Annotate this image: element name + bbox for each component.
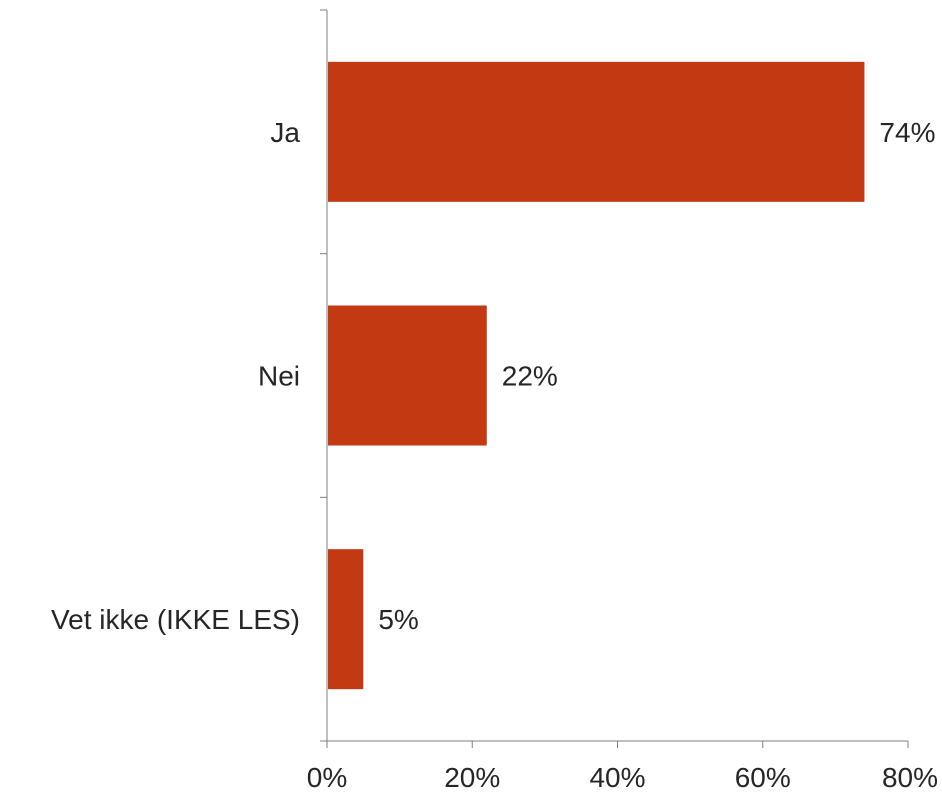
- category-label-1: Nei: [258, 361, 300, 392]
- value-label-1: 22%: [502, 361, 558, 392]
- ticks-group: 0% 20% 40% 60% 80%: [307, 9, 938, 793]
- bar-0: [328, 61, 865, 202]
- bars-group: [328, 61, 865, 690]
- x-tick-label: 20%: [444, 762, 500, 793]
- value-label-0: 74%: [879, 117, 935, 148]
- x-tick-label: 60%: [735, 762, 791, 793]
- category-label-2: Vet ikke (IKKE LES): [51, 604, 300, 635]
- x-tick-label: 0%: [307, 762, 347, 793]
- bar-1: [328, 305, 487, 446]
- category-labels-group: Ja Nei Vet ikke (IKKE LES): [51, 117, 300, 635]
- x-tick-label: 80%: [882, 762, 938, 793]
- x-tick-label: 40%: [589, 762, 645, 793]
- category-label-0: Ja: [270, 117, 300, 148]
- value-labels-group: 74% 22% 5%: [378, 117, 935, 635]
- bar-2: [328, 549, 364, 690]
- value-label-2: 5%: [378, 604, 418, 635]
